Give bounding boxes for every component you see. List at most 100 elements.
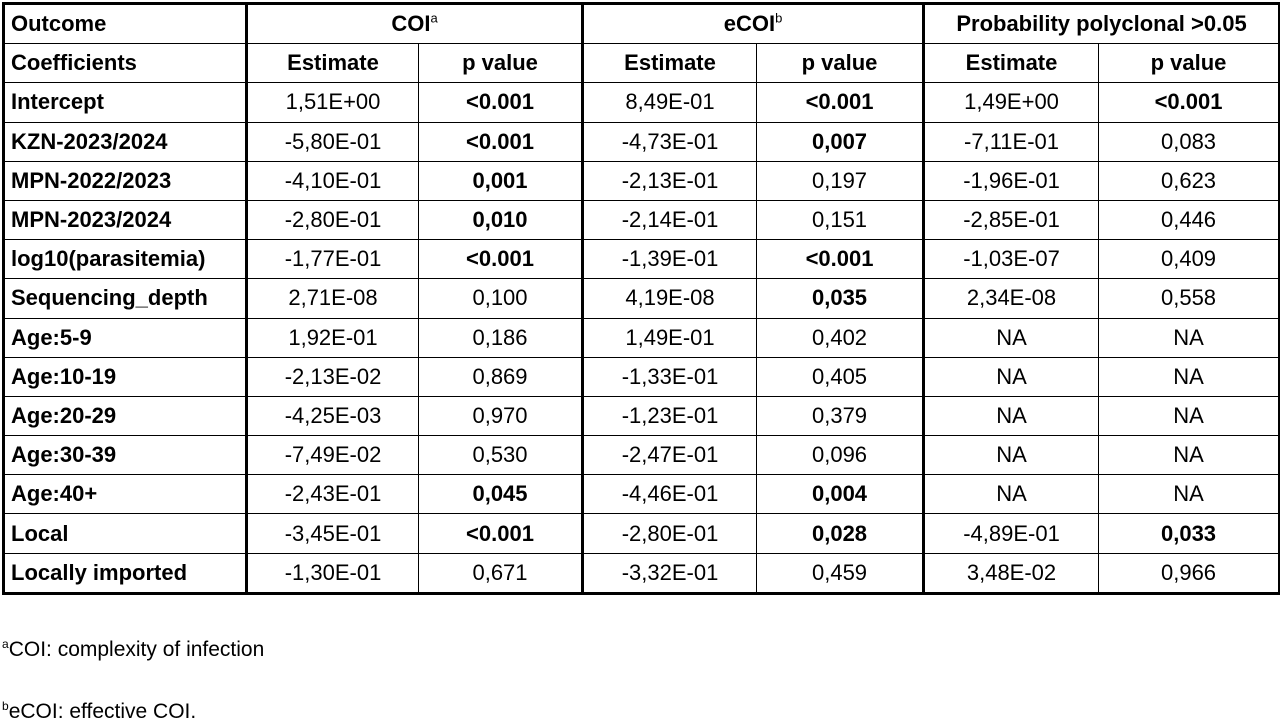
ecoi-pvalue-cell: 0,379 [756, 395, 925, 437]
ecoi-estimate-cell: -2,14E-01 [581, 199, 758, 241]
coi-estimate-cell: -2,13E-02 [245, 356, 419, 397]
coi-estimate-cell: -4,25E-03 [245, 395, 419, 437]
ecoi-estimate-cell: -4,46E-01 [581, 474, 758, 515]
coi-pvalue-cell: 0,045 [417, 474, 584, 515]
coi-pvalue-cell: 0,001 [417, 160, 584, 201]
prob-estimate-header: Estimate [922, 43, 1100, 84]
coi-pvalue-cell: <0.001 [417, 82, 584, 123]
prob-pvalue-cell: 0,409 [1098, 239, 1280, 280]
coi-estimate-cell: 1,92E-01 [245, 317, 419, 358]
table-row: Sequencing_depth 2,71E-08 0,100 4,19E-08 0,0… [2, 278, 1280, 319]
ecoi-estimate-cell: -3,32E-01 [581, 552, 758, 595]
prob-estimate-cell: NA [922, 474, 1100, 515]
prob-estimate-cell: NA [922, 317, 1100, 358]
prob-pvalue-cell: 0,966 [1098, 552, 1280, 595]
coi-estimate-cell: -1,30E-01 [245, 552, 419, 595]
ecoi-estimate-cell: -1,33E-01 [581, 356, 758, 397]
prob-estimate-cell: -7,11E-01 [922, 121, 1100, 162]
prob-estimate-cell: -1,03E-07 [922, 239, 1100, 280]
prob-estimate-cell: 1,49E+00 [922, 82, 1100, 123]
table-row: Intercept 1,51E+00 <0.001 8,49E-01 <0.001 1,4… [2, 82, 1280, 123]
prob-pvalue-cell: <0.001 [1098, 82, 1280, 123]
coi-pvalue-cell: <0.001 [417, 513, 584, 554]
table-row: Age:10-19 -2,13E-02 0,869 -1,33E-01 0,405 NA N… [2, 356, 1280, 397]
prob-pvalue-cell: 0,083 [1098, 121, 1280, 162]
table-row: MPN-2023/2024 -2,80E-01 0,010 -2,14E-01 0,15… [2, 199, 1280, 241]
coi-pvalue-cell: 0,671 [417, 552, 584, 595]
ecoi-pvalue-cell: 0,459 [756, 552, 925, 595]
ecoi-pvalue-cell: <0.001 [756, 239, 925, 280]
ecoi-pvalue-cell: 0,402 [756, 317, 925, 358]
ecoi-estimate-cell: -4,73E-01 [581, 121, 758, 162]
coi-pvalue-header: p value [417, 43, 584, 84]
prob-pvalue-cell: NA [1098, 474, 1280, 515]
ecoi-pvalue-header: p value [756, 43, 925, 84]
row-label: Age:20-29 [2, 395, 247, 437]
coi-estimate-cell: -2,43E-01 [245, 474, 419, 515]
table-row: Age:5-9 1,92E-01 0,186 1,49E-01 0,402 NA NA [2, 317, 1280, 358]
row-label: Locally imported [2, 552, 247, 595]
coi-estimate-cell: -1,77E-01 [245, 239, 419, 280]
row-label: Local [2, 513, 247, 554]
ecoi-pvalue-cell: 0,197 [756, 160, 925, 201]
prob-pvalue-cell: NA [1098, 395, 1280, 437]
prob-pvalue-header: p value [1098, 43, 1280, 84]
table-row: Age:20-29 -4,25E-03 0,970 -1,23E-01 0,379 NA N… [2, 395, 1280, 437]
ecoi-pvalue-cell: 0,004 [756, 474, 925, 515]
ecoi-estimate-cell: 1,49E-01 [581, 317, 758, 358]
prob-estimate-cell: -4,89E-01 [922, 513, 1100, 554]
table-row: Local -3,45E-01 <0.001 -2,80E-01 0,028 -4,89E… [2, 513, 1280, 554]
prob-pvalue-cell: NA [1098, 317, 1280, 358]
ecoi-pvalue-cell: 0,035 [756, 278, 925, 319]
row-label: MPN-2023/2024 [2, 199, 247, 241]
regression-table: Outcome COIa eCOIb Probability polyclona… [2, 1, 1280, 595]
coi-estimate-cell: -7,49E-02 [245, 435, 419, 476]
coi-pvalue-cell: 0,530 [417, 435, 584, 476]
ecoi-estimate-cell: -1,39E-01 [581, 239, 758, 280]
coi-estimate-cell: 1,51E+00 [245, 82, 419, 123]
prob-estimate-cell: NA [922, 356, 1100, 397]
ecoi-pvalue-cell: 0,028 [756, 513, 925, 554]
ecoi-estimate-cell: -2,80E-01 [581, 513, 758, 554]
table-row: KZN-2023/2024 -5,80E-01 <0.001 -4,73E-01 0,0… [2, 121, 1280, 162]
ecoi-estimate-cell: -1,23E-01 [581, 395, 758, 437]
table-row: MPN-2022/2023 -4,10E-01 0,001 -2,13E-01 0,19… [2, 160, 1280, 201]
prob-pvalue-cell: 0,623 [1098, 160, 1280, 201]
coi-pvalue-cell: 0,970 [417, 395, 584, 437]
table-row: log10(parasitemia) -1,77E-01 <0.001 -1,39E-… [2, 239, 1280, 280]
ecoi-pvalue-cell: 0,007 [756, 121, 925, 162]
row-label: Intercept [2, 82, 247, 123]
prob-estimate-cell: 3,48E-02 [922, 552, 1100, 595]
coi-pvalue-cell: 0,100 [417, 278, 584, 319]
coi-pvalue-cell: <0.001 [417, 121, 584, 162]
coi-estimate-cell: -4,10E-01 [245, 160, 419, 201]
prob-estimate-cell: 2,34E-08 [922, 278, 1100, 319]
row-label: log10(parasitemia) [2, 239, 247, 280]
prob-estimate-cell: NA [922, 435, 1100, 476]
row-label: Age:30-39 [2, 435, 247, 476]
coi-estimate-cell: 2,71E-08 [245, 278, 419, 319]
row-label: KZN-2023/2024 [2, 121, 247, 162]
footnote-a: aCOI: complexity of infection [2, 637, 265, 661]
footnote-b: beCOI: effective COI. [2, 699, 197, 723]
prob-pvalue-cell: 0,033 [1098, 513, 1280, 554]
table-row: Age:30-39 -7,49E-02 0,530 -2,47E-01 0,096 NA N… [2, 435, 1280, 476]
coefficients-header: Coefficients [2, 43, 247, 84]
ecoi-pvalue-cell: <0.001 [756, 82, 925, 123]
prob-pvalue-cell: NA [1098, 356, 1280, 397]
prob-pvalue-cell: 0,558 [1098, 278, 1280, 319]
table-row: Age:40+ -2,43E-01 0,045 -4,46E-01 0,004 NA NA [2, 474, 1280, 515]
row-label: Age:5-9 [2, 317, 247, 358]
coi-estimate-cell: -3,45E-01 [245, 513, 419, 554]
ecoi-estimate-cell: 4,19E-08 [581, 278, 758, 319]
prob-pvalue-cell: 0,446 [1098, 199, 1280, 241]
row-label: Age:10-19 [2, 356, 247, 397]
ecoi-estimate-cell: 8,49E-01 [581, 82, 758, 123]
coi-pvalue-cell: <0.001 [417, 239, 584, 280]
ecoi-pvalue-cell: 0,405 [756, 356, 925, 397]
header-row-outcome: Outcome COIa eCOIb Probability polyclona… [2, 1, 1280, 45]
coi-header: COIa [244, 1, 584, 45]
header-row-coefficients: Coefficients Estimate p value Estimate p… [2, 43, 1280, 84]
coi-estimate-cell: -2,80E-01 [245, 199, 419, 241]
ecoi-estimate-header: Estimate [581, 43, 758, 84]
